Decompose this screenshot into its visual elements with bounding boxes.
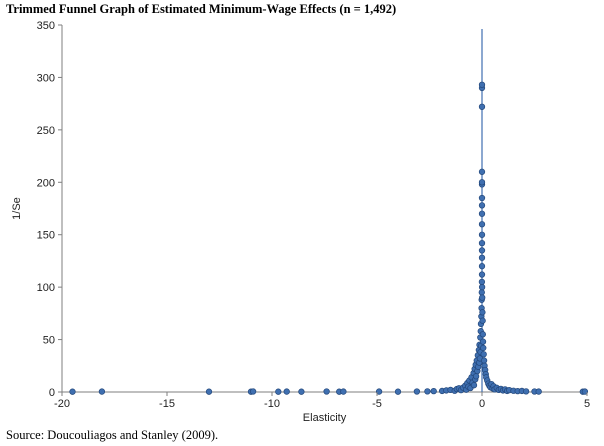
y-tick-label: 100 — [37, 282, 55, 294]
data-point — [535, 388, 542, 395]
data-point — [478, 202, 486, 209]
data-point — [478, 247, 486, 254]
data-point — [478, 283, 486, 291]
x-tick-label: 5 — [584, 398, 590, 410]
y-axis-ticks: 0 50 100 150 200 250 300 350 — [37, 20, 62, 399]
x-tick-label: -15 — [159, 398, 175, 410]
y-tick-label: 0 — [49, 387, 55, 399]
x-tick-label: -10 — [264, 398, 280, 410]
data-point — [478, 221, 486, 228]
data-point — [479, 317, 486, 324]
data-point — [69, 388, 76, 395]
source-note: Source: Doucouliagos and Stanley (2009). — [6, 428, 219, 442]
data-point — [323, 388, 330, 395]
data-point — [479, 309, 486, 316]
data-point — [480, 344, 487, 352]
data-point — [479, 338, 487, 345]
y-tick-label: 300 — [37, 72, 55, 84]
data-point — [413, 388, 421, 395]
data-point — [375, 388, 383, 395]
data-point — [478, 231, 486, 238]
data-point — [478, 81, 486, 88]
data-point — [478, 168, 486, 175]
x-axis-ticks: -20 -15 -10 -5 0 5 — [54, 392, 590, 410]
y-tick-label: 350 — [37, 20, 55, 32]
data-point — [478, 194, 486, 202]
y-tick-label: 250 — [37, 125, 55, 137]
data-point — [479, 294, 486, 301]
data-point — [249, 388, 257, 395]
data-point — [478, 263, 486, 270]
data-point — [470, 382, 478, 389]
data-point — [472, 373, 480, 380]
data-point — [478, 239, 486, 247]
scatter-points — [69, 81, 589, 395]
data-point — [205, 388, 213, 395]
data-point — [478, 278, 486, 286]
chart-title: Trimmed Funnel Graph of Estimated Minimu… — [6, 2, 397, 16]
data-point — [275, 388, 282, 395]
data-point — [522, 388, 530, 395]
data-point — [581, 388, 589, 395]
data-point — [394, 388, 402, 395]
data-point — [478, 179, 486, 186]
data-point — [424, 388, 431, 395]
x-tick-label: -5 — [372, 398, 382, 410]
data-point — [298, 388, 305, 395]
data-point — [478, 210, 486, 217]
x-tick-label: -20 — [54, 398, 70, 410]
data-point — [478, 103, 486, 110]
y-tick-label: 200 — [37, 177, 55, 189]
data-point — [478, 289, 485, 296]
data-point — [98, 388, 106, 395]
x-axis-label: Elasticity — [303, 412, 347, 424]
y-tick-label: 50 — [43, 335, 55, 347]
data-point — [479, 331, 486, 338]
data-point — [478, 271, 486, 278]
y-axis-label: 1/Se — [11, 197, 23, 220]
y-tick-label: 150 — [37, 230, 55, 242]
x-tick-label: 0 — [479, 398, 485, 410]
data-point — [480, 357, 488, 364]
data-point — [430, 388, 437, 395]
data-point — [478, 254, 486, 261]
data-point — [340, 388, 347, 395]
data-point — [480, 351, 487, 358]
axes — [61, 25, 587, 393]
data-point — [283, 388, 290, 395]
